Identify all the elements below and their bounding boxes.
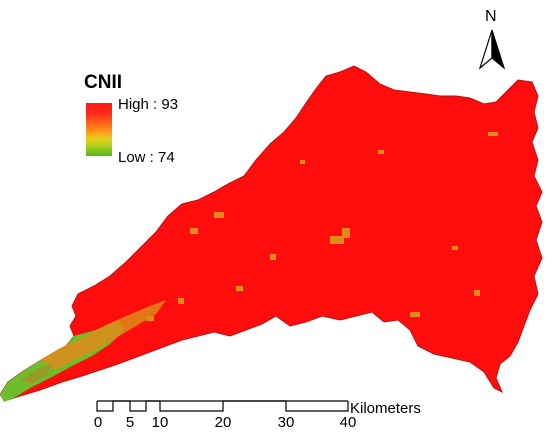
- scale-unit-label: Kilometers: [350, 400, 421, 417]
- orange-speckles: [146, 132, 498, 321]
- mid-cnii-zone: [40, 300, 166, 370]
- legend-title: CNII: [84, 72, 122, 93]
- north-arrow-icon: [478, 29, 506, 70]
- legend-low-label: Low : 74: [118, 149, 175, 166]
- scale-tick-5: 5: [125, 414, 135, 431]
- scale-tick-40: 40: [339, 414, 357, 431]
- north-label: N: [485, 8, 497, 25]
- scale-tick-0: 0: [93, 414, 103, 431]
- olive-cnii-patch: [20, 362, 54, 384]
- scale-bar-graphic: [96, 400, 349, 412]
- scale-tick-30: 30: [277, 414, 295, 431]
- legend-color-ramp: [86, 103, 112, 156]
- scale-tick-10: 10: [151, 414, 169, 431]
- scale-tick-20: 20: [214, 414, 232, 431]
- legend-high-label: High : 93: [118, 96, 179, 113]
